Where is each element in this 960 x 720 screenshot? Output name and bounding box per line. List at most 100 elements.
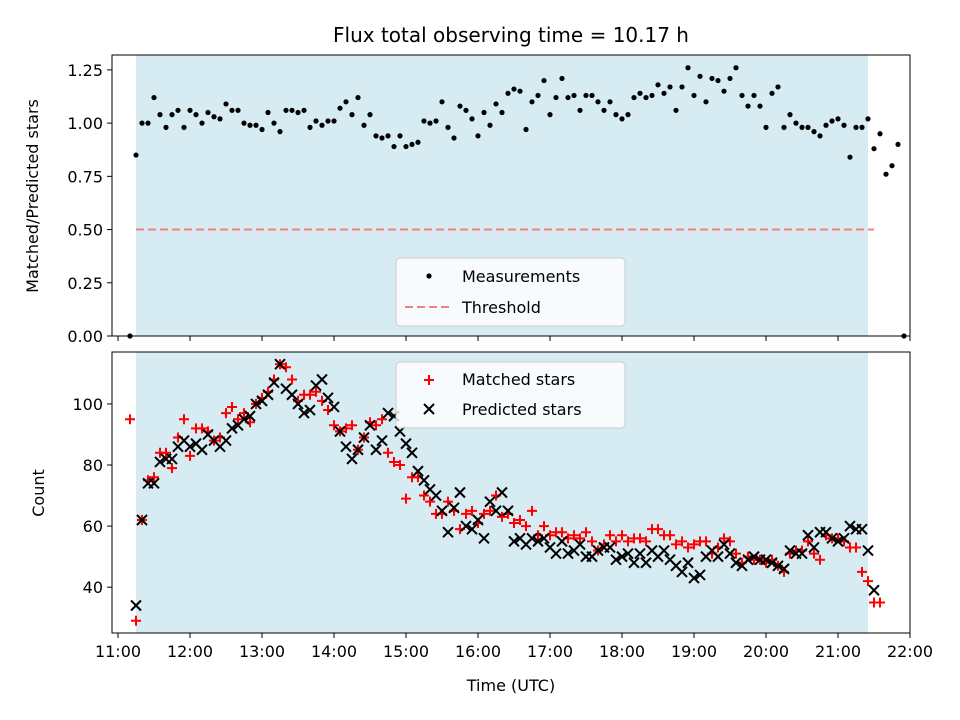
x-tick-label: 16:00 bbox=[455, 642, 501, 661]
measurement-point bbox=[139, 120, 145, 126]
measurement-point bbox=[811, 129, 817, 135]
measurement-point bbox=[739, 92, 745, 99]
measurement-point bbox=[727, 75, 733, 82]
measurement-point bbox=[451, 135, 457, 141]
measurement-point bbox=[607, 99, 613, 105]
predicted-star-point bbox=[868, 584, 880, 596]
top-y-tick-label: 0.25 bbox=[67, 274, 103, 293]
predicted-star-point bbox=[130, 599, 142, 612]
predicted-star-point bbox=[856, 523, 868, 535]
matched-star-point bbox=[197, 423, 207, 434]
predicted-star-point bbox=[136, 514, 148, 526]
predicted-star-point bbox=[862, 544, 874, 557]
predicted-star-point bbox=[148, 477, 160, 490]
bottom-y-tick-label: 80 bbox=[83, 456, 103, 475]
measurement-point bbox=[643, 94, 649, 101]
matched-star-point bbox=[461, 508, 471, 519]
measurement-point bbox=[349, 112, 355, 118]
measurement-point bbox=[361, 122, 367, 128]
measurement-point bbox=[277, 129, 283, 135]
predicted-star-point bbox=[622, 547, 634, 560]
matched-star-point bbox=[443, 496, 453, 507]
predicted-star-point bbox=[442, 526, 454, 538]
measurement-point bbox=[175, 107, 181, 113]
matched-star-point bbox=[569, 530, 579, 541]
predicted-star-point bbox=[616, 550, 628, 563]
x-tick-label: 21:00 bbox=[815, 642, 861, 661]
predicted-star-point bbox=[358, 431, 370, 444]
measurement-point bbox=[487, 122, 493, 128]
measurement-point bbox=[559, 75, 565, 82]
predicted-star-point bbox=[844, 520, 856, 532]
matched-star-point bbox=[347, 420, 357, 431]
predicted-star-point bbox=[412, 465, 424, 477]
predicted-star-point bbox=[436, 505, 448, 517]
count-panel: 40 60 80 100 11:00 12:00 13:00 14:00 15:00 16:00… bbox=[29, 351, 933, 695]
predicted-star-point bbox=[604, 541, 616, 554]
predicted-star-point bbox=[196, 444, 208, 456]
measurement-point bbox=[823, 122, 829, 128]
measurement-point bbox=[445, 124, 451, 130]
matched-star-point bbox=[617, 530, 627, 541]
measurement-point bbox=[517, 88, 523, 94]
measurement-point bbox=[619, 116, 625, 122]
matched-star-point bbox=[485, 505, 495, 516]
predicted-star-point bbox=[490, 505, 502, 517]
measurement-point bbox=[373, 133, 379, 139]
bottom-legend: Matched stars Predicted stars bbox=[395, 361, 626, 429]
measurement-point bbox=[325, 118, 331, 124]
matched-star-point bbox=[221, 408, 231, 419]
predicted-star-point bbox=[448, 502, 460, 514]
measurement-point bbox=[637, 90, 643, 96]
measurement-point bbox=[817, 133, 823, 139]
measurement-point bbox=[883, 171, 889, 177]
measurement-point bbox=[709, 75, 715, 82]
predicted-star-point bbox=[430, 489, 442, 502]
measurement-point bbox=[835, 116, 841, 122]
measurement-point bbox=[253, 122, 259, 128]
predicted-star-point bbox=[784, 544, 796, 557]
measurement-point bbox=[793, 120, 799, 126]
measurement-point bbox=[847, 154, 853, 160]
measurement-point bbox=[565, 94, 571, 101]
legend-predicted-marker bbox=[423, 403, 435, 415]
predicted-star-point bbox=[574, 538, 586, 551]
matched-star-point bbox=[389, 456, 399, 467]
measurement-point bbox=[235, 107, 241, 113]
matched-star-point bbox=[515, 514, 525, 525]
x-tick-label: 19:00 bbox=[671, 642, 717, 661]
predicted-star-point bbox=[166, 453, 178, 465]
predicted-star-point bbox=[688, 572, 700, 584]
predicted-star-point bbox=[658, 544, 670, 557]
measurement-point bbox=[877, 131, 883, 137]
measurement-point bbox=[541, 77, 547, 84]
matched-star-point bbox=[683, 542, 693, 553]
ratio-panel: 0.00 0.25 0.50 0.75 1.00 1.25 Matched/Predict… bbox=[23, 54, 911, 346]
matched-star-point bbox=[653, 524, 663, 535]
predicted-star-point bbox=[376, 434, 388, 447]
measurement-point bbox=[895, 141, 901, 148]
matched-star-point bbox=[539, 521, 549, 532]
measurement-point bbox=[415, 139, 421, 145]
matched-star-point bbox=[575, 533, 585, 544]
matched-star-point bbox=[233, 414, 243, 425]
predicted-star-point bbox=[682, 557, 694, 569]
measurement-point bbox=[481, 109, 487, 116]
matched-star-point bbox=[185, 450, 195, 461]
matched-star-point bbox=[851, 542, 861, 553]
measurement-point bbox=[439, 99, 445, 105]
measurement-point bbox=[859, 124, 865, 130]
bottom-y-tick-label: 60 bbox=[83, 517, 103, 536]
measurement-point bbox=[769, 90, 775, 96]
measurement-point bbox=[751, 92, 757, 99]
matched-star-point bbox=[587, 536, 597, 547]
predicted-star-point bbox=[508, 535, 520, 548]
measurement-point bbox=[721, 88, 727, 94]
measurement-point bbox=[523, 126, 529, 133]
measurement-point bbox=[625, 112, 631, 118]
predicted-star-point bbox=[796, 547, 808, 560]
predicted-star-point bbox=[472, 514, 484, 526]
matched-star-point bbox=[497, 511, 507, 522]
matched-star-point bbox=[383, 447, 393, 458]
